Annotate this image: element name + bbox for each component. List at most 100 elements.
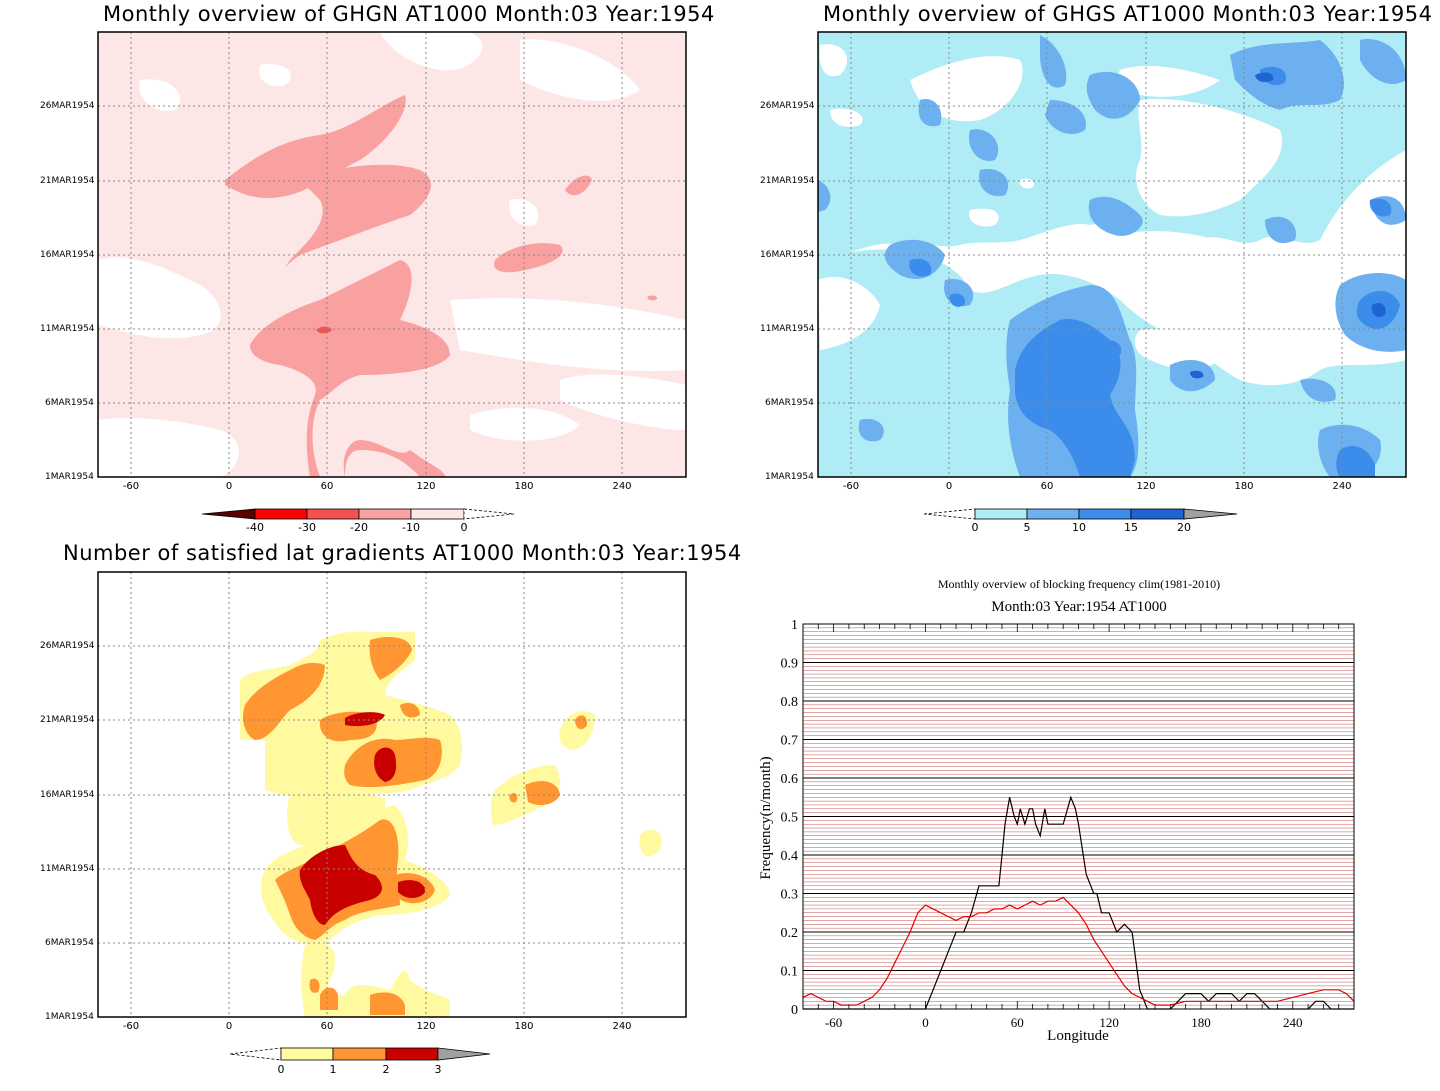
ghgs-xtick: 120: [1136, 481, 1156, 492]
x-tick-label: 120: [1099, 1015, 1119, 1030]
lat-ytick: 1MAR1954: [45, 1012, 94, 1022]
lat-plot: [97, 571, 687, 1061]
ghgs-ytick: 6MAR1954: [765, 398, 814, 408]
ghgs-xtick: 0: [945, 481, 953, 492]
ghgs-title: Monthly overview of GHGS AT1000 Month:03…: [823, 2, 1433, 26]
ghgn-plot: [97, 31, 687, 520]
ghgs-xtick: -60: [842, 481, 860, 492]
lat-cb-tick: 2: [382, 1063, 390, 1076]
ghgn-xtick: 120: [416, 481, 436, 492]
ghgn-cb-tick: -20: [350, 521, 368, 534]
y-tick-label: 1: [791, 618, 798, 633]
ghgn-ytick: 16MAR1954: [40, 250, 95, 260]
blocking-series: [802, 795, 1355, 1010]
y-tick-label: 0.8: [781, 695, 799, 710]
ghgs-grid: [818, 32, 1406, 477]
ghgs-cb-tick: 10: [1072, 521, 1086, 534]
ghgs-white-areas: [818, 44, 1316, 370]
ghgs-level-10: [909, 66, 1400, 477]
x-tick-label: 240: [1283, 1015, 1303, 1030]
ghgn-cb-tick: 0: [460, 521, 468, 534]
blocking-ylabel: Frequency(n/month): [758, 756, 774, 879]
blocking-subtitle: Month:03 Year:1954 AT1000: [991, 599, 1166, 615]
lat-xtick: -60: [122, 1021, 140, 1032]
ghgs-xtick: 60: [1040, 481, 1054, 492]
blocking-ticks: 0 0.1 0.2 0.3 0.4 0.5 0.6 0.7 0.8 0.9 1 -60 0 60 120 18…: [781, 618, 1355, 1030]
y-tick-label: 0.6: [781, 772, 799, 787]
lat-cb-tick: 1: [329, 1063, 337, 1076]
x-tick-label: 0: [922, 1015, 929, 1030]
ghgn-xtick: 180: [514, 481, 534, 492]
ghgn-xtick: 240: [612, 481, 632, 492]
lat-ytick: 26MAR1954: [40, 641, 95, 651]
y-tick-label: 0.3: [781, 888, 799, 903]
ghgn-cb-tick: -30: [298, 521, 316, 534]
ghgn-grid: [98, 32, 686, 477]
series-line-0: [803, 795, 1354, 1010]
lat-level-2: [299, 712, 425, 925]
y-tick-label: 0.7: [781, 734, 799, 749]
ghgs-xtick: 240: [1332, 481, 1352, 492]
lat-frame: [97, 571, 687, 1018]
ghgs-ytick: 26MAR1954: [760, 101, 815, 111]
ghgn-level-10: [225, 95, 658, 477]
ghgn-title: Monthly overview of GHGN AT1000 Month:03…: [103, 2, 715, 26]
ghgn-xtick: 60: [320, 481, 334, 492]
ghgn-white-areas: [98, 32, 686, 477]
ghgn-colorbar: [201, 508, 515, 520]
ghgs-panel: Monthly overview of GHGS AT1000 Month:03…: [720, 0, 1440, 540]
y-tick-label: 0.5: [781, 811, 799, 826]
lat-panel: Number of satisfied lat gradients AT1000…: [0, 540, 741, 1091]
x-tick-label: -60: [825, 1015, 842, 1030]
ghgn-xtick: 0: [225, 481, 233, 492]
x-tick-label: 180: [1191, 1015, 1211, 1030]
lat-ytick: 6MAR1954: [45, 938, 94, 948]
lat-cb-tick: 0: [277, 1063, 285, 1076]
ghgn-ytick: 26MAR1954: [40, 101, 95, 111]
lat-ytick: 16MAR1954: [40, 790, 95, 800]
lat-xtick: 0: [225, 1021, 233, 1032]
ghgn-level-20: [316, 326, 332, 334]
y-tick-label: 0: [791, 1003, 798, 1018]
lat-xtick: 120: [416, 1021, 436, 1032]
blocking-xlabel: Longitude: [1047, 1028, 1109, 1044]
ghgn-ytick: 11MAR1954: [40, 324, 95, 334]
ghgs-colorbar: [923, 508, 1238, 520]
ghgn-ytick: 21MAR1954: [40, 176, 95, 186]
blocking-line-chart: Monthly overview of blocking frequency c…: [758, 577, 1355, 1044]
ghgs-xtick: 180: [1234, 481, 1254, 492]
ghgs-frame: [817, 31, 1407, 478]
ghgs-ytick: 1MAR1954: [765, 472, 814, 482]
lat-colorbar: [229, 1047, 491, 1061]
ghgs-cb-tick: 20: [1177, 521, 1191, 534]
ghgs-ytick: 16MAR1954: [760, 250, 815, 260]
ghgs-cb-tick: 15: [1124, 521, 1138, 534]
lat-grid: [98, 572, 686, 1017]
ghgs-cb-tick: 0: [971, 521, 979, 534]
ghgn-ytick: 6MAR1954: [45, 398, 94, 408]
ghgn-cb-tick: -10: [402, 521, 420, 534]
ghgs-ytick: 11MAR1954: [760, 324, 815, 334]
blocking-title: Monthly overview of blocking frequency c…: [938, 577, 1220, 591]
ghgn-cb-tick: -40: [246, 521, 264, 534]
ghgn-xtick: -60: [122, 481, 140, 492]
ghgs-ytick: 21MAR1954: [760, 176, 815, 186]
series-line-1: [802, 896, 1355, 1006]
y-tick-label: 0.9: [781, 657, 799, 672]
ghgs-level-15: [1190, 72, 1386, 379]
lat-xtick: 240: [612, 1021, 632, 1032]
ghgn-frame: [97, 31, 687, 478]
lat-ytick: 11MAR1954: [40, 864, 95, 874]
y-tick-label: 0.2: [781, 926, 799, 941]
ghgn-ytick: 1MAR1954: [45, 472, 94, 482]
blocking-frame: [802, 623, 1355, 1010]
blocking-panel: Monthly overview of blocking frequency c…: [720, 540, 1440, 1091]
y-tick-label: 0.4: [781, 849, 799, 864]
ghgs-cb-tick: 5: [1023, 521, 1031, 534]
x-tick-label: 60: [1011, 1015, 1024, 1030]
lat-title: Number of satisfied lat gradients AT1000…: [63, 541, 742, 565]
ghgs-plot: [817, 31, 1407, 520]
lat-xtick: 60: [320, 1021, 334, 1032]
blocking-grid: [803, 623, 1354, 1010]
lat-cb-tick: 3: [434, 1063, 442, 1076]
